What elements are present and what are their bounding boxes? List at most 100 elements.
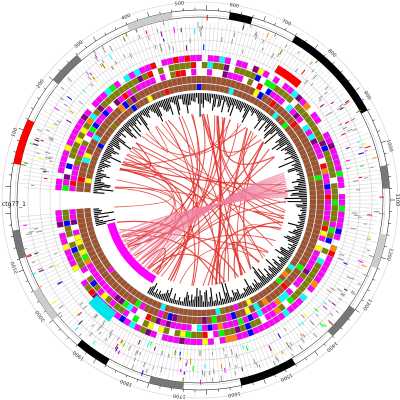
track-2-segment-100 [260, 306, 269, 315]
feature-mark-181 [152, 366, 155, 370]
feature-mark-300 [145, 30, 148, 35]
feature-mark-249 [323, 301, 327, 305]
track-2-segment-46 [246, 78, 254, 87]
track-3-segment-11 [92, 134, 101, 142]
track-4-segment-52 [264, 106, 272, 114]
grid-stripe-67 [211, 22, 215, 55]
tick-41 [361, 98, 364, 101]
track-4-segment-118 [173, 307, 180, 314]
track-1-segment-13 [86, 117, 95, 126]
track-3-segment-14 [100, 121, 110, 130]
grid-stripe-73 [232, 28, 240, 56]
feature-mark-23 [82, 89, 86, 93]
histogram-bar-288 [170, 298, 173, 304]
feature-mark-7 [266, 32, 269, 38]
histogram-bar-195 [287, 222, 304, 228]
grid-stripe-137 [344, 223, 373, 230]
track-2-segment-35 [191, 68, 197, 76]
grid-stripe-5 [24, 166, 58, 174]
track-1-segment-64 [318, 139, 327, 148]
track-4-segment-33 [182, 84, 188, 92]
grid-stripe-226 [85, 312, 106, 337]
link-68 [122, 161, 286, 211]
histogram-bar-75 [176, 95, 181, 111]
track-1-segment-29 [157, 67, 165, 75]
histogram-bar-104 [226, 96, 230, 105]
track-2-segment-80 [321, 225, 329, 232]
grid-stripe-209 [146, 334, 160, 377]
track-2-segment-111 [207, 324, 213, 331]
histogram-bar-287 [172, 293, 177, 304]
feature-mark-222 [99, 323, 105, 329]
grid-stripe-192 [214, 340, 220, 384]
track-0-segment-97 [282, 308, 291, 318]
histogram-bar-356 [93, 211, 114, 216]
track-1-segment-127 [122, 309, 131, 318]
track-0-segment-41 [224, 57, 232, 65]
feature-mark-29 [329, 312, 334, 317]
track-2-segment-26 [144, 79, 152, 87]
track-1-segment-88 [311, 266, 320, 275]
track-0-segment-135 [84, 283, 93, 292]
histogram-bar-214 [274, 248, 290, 260]
track-4-segment-41 [219, 85, 225, 93]
track-3-segment-53 [272, 102, 281, 112]
track-4-segment-138 [99, 254, 107, 262]
track-2-segment-8 [79, 144, 87, 152]
track-2-segment-91 [296, 276, 304, 284]
feature-mark-33 [344, 121, 350, 125]
track-3-segment-108 [221, 314, 228, 323]
histogram-bar-226 [268, 268, 277, 277]
track-4-segment-92 [281, 270, 290, 278]
histogram-bar-164 [298, 170, 304, 173]
ribbon-fan-11 [118, 195, 288, 235]
tick-15 [93, 36, 97, 42]
grid-stripe-247 [30, 252, 68, 268]
histogram-bar-208 [290, 246, 296, 250]
grid-stripe-25 [56, 88, 88, 113]
link-0 [202, 128, 248, 287]
track-2-segment-86 [310, 254, 319, 262]
track-3-segment-17 [110, 110, 119, 119]
track-4-segment-115 [187, 309, 193, 316]
histogram-bar-61 [152, 103, 160, 117]
tick-46 [384, 152, 387, 155]
track-3-segment-54 [276, 105, 285, 115]
ideogram-band-11 [33, 287, 59, 321]
track-1-segment-140 [75, 256, 83, 264]
track-3-segment-23 [134, 92, 142, 101]
feature-mark-118 [134, 349, 138, 356]
track-3-segment-145 [79, 227, 88, 234]
feature-mark-195 [276, 53, 280, 58]
track-3-segment-64 [305, 145, 314, 154]
feature-mark-65 [357, 282, 362, 286]
track-0-segment-4 [58, 161, 67, 168]
feature-mark-117 [120, 342, 124, 346]
histogram-bar-64 [156, 101, 161, 108]
chromosome-label: ctg77_1 [2, 201, 26, 208]
track-0-segment-13 [80, 113, 89, 122]
track-2-segment-145 [72, 229, 80, 236]
track-2-segment-112 [202, 324, 208, 332]
feature-mark-286 [179, 351, 181, 356]
track-3-segment-21 [125, 97, 134, 107]
feature-mark-125 [102, 319, 106, 324]
histogram-bar-15 [98, 165, 106, 169]
feature-mark-313 [146, 341, 150, 348]
histogram-bar-260 [218, 291, 223, 305]
tick-19 [136, 18, 139, 21]
track-4-segment-44 [232, 89, 239, 97]
feature-mark-264 [300, 337, 305, 343]
grid-stripe-39 [100, 48, 123, 81]
track-1-segment-102 [254, 317, 262, 326]
track-0-segment-25 [133, 68, 141, 77]
track-4-segment-11 [99, 138, 107, 146]
feature-mark-137 [294, 68, 299, 73]
track-2-segment-4 [72, 164, 80, 172]
track-4-segment-74 [309, 195, 317, 200]
ideogram-band-10 [77, 339, 110, 366]
histogram-bar-293 [162, 293, 166, 301]
tick-label-13: 1400 [325, 340, 338, 353]
tick-9 [43, 87, 46, 90]
track-2-segment-48 [255, 82, 264, 91]
